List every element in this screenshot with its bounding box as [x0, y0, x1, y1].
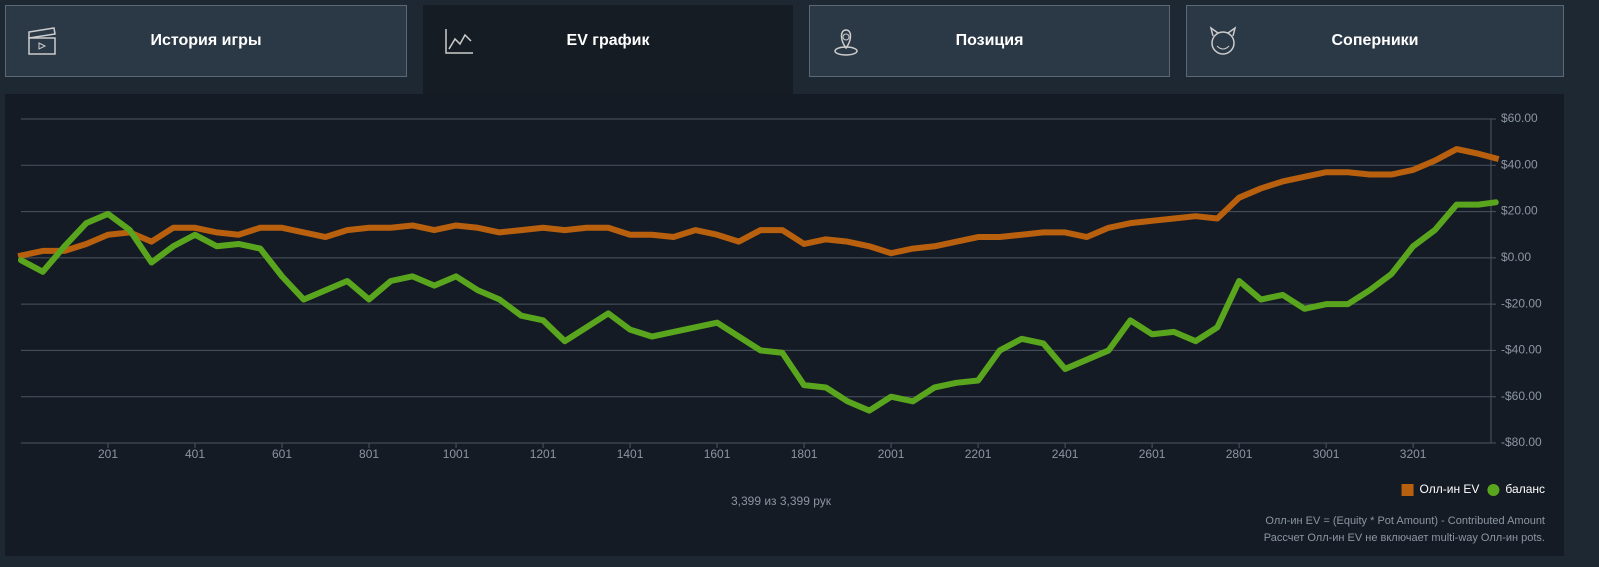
icon — [1209, 26, 1237, 55]
y-tick-label: -$20.00 — [1501, 296, 1542, 310]
y-tick-label: -$40.00 — [1501, 343, 1542, 357]
tab-label: EV график — [566, 32, 650, 49]
x-tick-label: 1201 — [530, 447, 557, 461]
tab[interactable]: История игры — [5, 5, 407, 77]
x-tick-label: 2601 — [1139, 447, 1166, 461]
x-tick-label: 3201 — [1400, 447, 1427, 461]
tab-label: История игры — [150, 32, 262, 49]
series-line — [17, 146, 1500, 260]
icon — [834, 29, 858, 56]
x-tick-label: 2401 — [1052, 447, 1079, 461]
x-tick-label: 1801 — [791, 447, 818, 461]
legend-marker — [1487, 484, 1500, 496]
y-tick-label: $60.00 — [1501, 111, 1538, 125]
note: Олл-ин EV = (Equity * Pot Amount) - Cont… — [1265, 515, 1545, 527]
y-tick-label: $40.00 — [1501, 157, 1538, 171]
legend-label: Олл-ин EV — [1420, 482, 1480, 496]
note: Рассчет Олл-ин EV не включает multi-way … — [1264, 532, 1545, 544]
legend-label: баланс — [1505, 482, 1545, 496]
icon — [445, 29, 473, 54]
x-tick-label: 2801 — [1226, 447, 1253, 461]
x-tick-label: 201 — [98, 447, 118, 461]
y-tick-label: -$80.00 — [1501, 435, 1542, 449]
x-tick-label: 801 — [359, 447, 379, 461]
x-tick-label: 1401 — [617, 447, 644, 461]
caption: 3,399 из 3,399 рук — [731, 494, 832, 508]
y-tick-label: -$60.00 — [1501, 389, 1542, 403]
x-tick-label: 3001 — [1313, 447, 1340, 461]
chart: 3,399 из 3,399 рук Олл-ин EV = (Equity *… — [17, 111, 1545, 544]
tab-label: Позиция — [955, 32, 1024, 49]
series-line — [18, 199, 1499, 414]
y-tick-label: $20.00 — [1501, 204, 1538, 218]
tab[interactable]: Позиция — [809, 5, 1170, 77]
icon — [28, 27, 56, 55]
x-tick-label: 2001 — [878, 447, 905, 461]
chart-panel: 3,399 из 3,399 рук Олл-ин EV = (Equity *… — [5, 94, 1564, 556]
legend-marker — [1401, 484, 1414, 496]
tab[interactable]: Соперники — [1186, 5, 1564, 77]
x-tick-label: 1001 — [443, 447, 470, 461]
x-tick-label: 601 — [272, 447, 292, 461]
x-tick-label: 2201 — [965, 447, 992, 461]
x-tick-label: 401 — [185, 447, 205, 461]
tab-label: Соперники — [1331, 32, 1419, 49]
x-tick-label: 1601 — [704, 447, 731, 461]
tab[interactable]: EV график — [423, 5, 793, 95]
y-tick-label: $0.00 — [1501, 250, 1531, 264]
